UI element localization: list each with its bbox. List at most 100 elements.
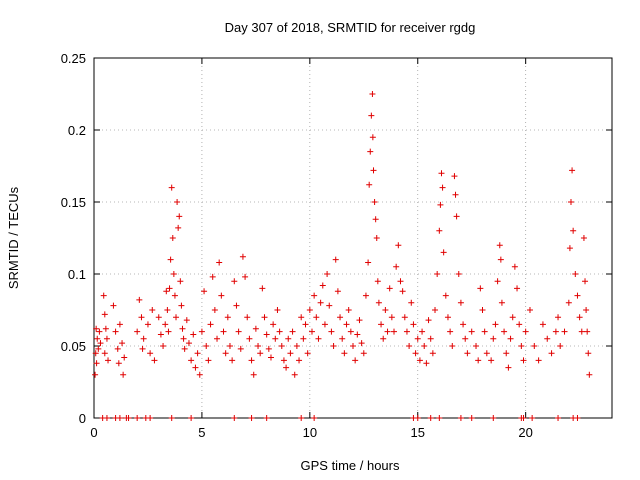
data-point (548, 350, 555, 357)
data-point (427, 335, 434, 342)
data-point (343, 321, 350, 328)
data-point (452, 191, 459, 198)
data-point (304, 350, 311, 357)
data-point (101, 350, 108, 357)
data-point (205, 357, 212, 364)
zero-point (436, 415, 443, 421)
data-point (490, 335, 497, 342)
data-point (367, 148, 374, 155)
data-point (95, 345, 102, 352)
data-point (526, 307, 533, 313)
data-point (162, 321, 169, 328)
data-point (257, 350, 264, 357)
data-point (488, 357, 495, 364)
data-point (479, 307, 486, 313)
data-point (584, 328, 591, 335)
data-point (358, 340, 365, 347)
data-point (176, 213, 183, 220)
data-point (437, 201, 444, 208)
data-point (114, 345, 121, 352)
data-point (567, 199, 574, 205)
data-point (380, 335, 387, 342)
zero-point (147, 415, 154, 421)
data-point (406, 343, 413, 349)
data-point (388, 314, 395, 321)
data-point (173, 314, 180, 321)
data-point (178, 302, 185, 309)
data-point (481, 328, 488, 335)
data-point (362, 292, 369, 299)
data-point (121, 354, 128, 361)
data-point (151, 357, 158, 364)
data-point (464, 350, 471, 357)
data-point (298, 314, 305, 321)
data-point (328, 328, 335, 335)
data-point (242, 273, 249, 280)
data-point (384, 328, 391, 335)
data-point (583, 307, 590, 313)
data-point (92, 371, 99, 378)
zero-point (457, 415, 464, 421)
data-point (252, 325, 259, 332)
data-point (94, 335, 101, 342)
data-point (365, 259, 372, 266)
zero-point (490, 415, 497, 421)
data-point (505, 364, 512, 371)
data-point (399, 288, 406, 295)
data-point (434, 271, 441, 277)
data-point (455, 271, 462, 277)
data-point (194, 350, 201, 357)
data-point (410, 321, 417, 328)
data-point (382, 307, 389, 313)
data-point (231, 278, 238, 285)
zero-point (529, 415, 536, 421)
data-point (451, 173, 458, 180)
data-point (585, 350, 592, 357)
x-tick-label: 5 (198, 425, 205, 440)
data-point (337, 314, 344, 321)
data-point (369, 91, 376, 97)
data-point (291, 371, 298, 378)
data-point (136, 296, 143, 303)
zero-point (168, 415, 175, 421)
data-point (220, 328, 227, 335)
data-point (352, 357, 359, 364)
zero-point (134, 415, 141, 421)
data-point (462, 335, 469, 342)
zero-value-points (99, 415, 581, 421)
y-tick-label: 0 (79, 411, 86, 426)
data-points (92, 91, 593, 378)
zero-point (231, 415, 238, 421)
zero-point (103, 415, 110, 421)
data-point (366, 181, 373, 188)
data-point (566, 245, 573, 252)
data-point (102, 325, 109, 332)
data-point (237, 345, 244, 352)
data-point (425, 317, 432, 324)
data-point (222, 350, 229, 357)
data-point (354, 331, 361, 338)
data-point (368, 112, 375, 119)
data-point (438, 170, 445, 177)
data-point (274, 307, 281, 313)
data-point (403, 328, 410, 335)
data-point (226, 343, 233, 349)
data-point (272, 335, 279, 342)
data-point (185, 340, 192, 347)
data-point (306, 307, 313, 313)
data-point (444, 314, 451, 321)
data-point (216, 259, 223, 266)
data-point (419, 328, 426, 335)
zero-point (188, 415, 195, 421)
data-point (453, 213, 460, 220)
y-tick-label: 0.05 (61, 339, 86, 354)
data-point (503, 350, 510, 357)
data-point (393, 263, 400, 270)
data-point (96, 328, 103, 335)
data-point (539, 321, 546, 328)
data-point (170, 271, 177, 277)
data-point (339, 335, 346, 342)
data-point (224, 314, 231, 321)
data-point (201, 288, 208, 295)
data-point (196, 371, 203, 378)
